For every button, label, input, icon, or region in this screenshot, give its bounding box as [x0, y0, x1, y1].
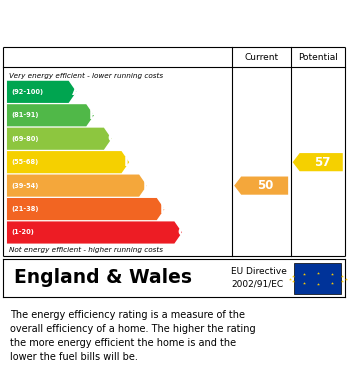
- FancyBboxPatch shape: [294, 263, 341, 294]
- Text: G: G: [177, 226, 188, 239]
- Text: 57: 57: [314, 156, 330, 169]
- Text: (81-91): (81-91): [11, 112, 39, 118]
- Polygon shape: [7, 174, 147, 197]
- Polygon shape: [234, 176, 288, 195]
- Text: (39-54): (39-54): [11, 183, 39, 188]
- Text: Very energy efficient - lower running costs: Very energy efficient - lower running co…: [9, 73, 163, 79]
- Text: Potential: Potential: [298, 53, 338, 62]
- Text: 50: 50: [257, 179, 274, 192]
- Text: (69-80): (69-80): [11, 136, 39, 142]
- Polygon shape: [7, 127, 112, 150]
- Polygon shape: [7, 198, 164, 220]
- Text: (21-38): (21-38): [11, 206, 39, 212]
- Text: Not energy efficient - higher running costs: Not energy efficient - higher running co…: [9, 247, 163, 253]
- Text: F: F: [160, 203, 169, 215]
- Text: B: B: [89, 109, 99, 122]
- Polygon shape: [7, 221, 182, 244]
- Text: D: D: [124, 156, 135, 169]
- Text: England & Wales: England & Wales: [14, 268, 192, 287]
- Text: Current: Current: [245, 53, 279, 62]
- Polygon shape: [7, 151, 129, 173]
- Text: (92-100): (92-100): [11, 89, 43, 95]
- Text: C: C: [107, 132, 117, 145]
- Text: (55-68): (55-68): [11, 159, 38, 165]
- Text: EU Directive
2002/91/EC: EU Directive 2002/91/EC: [231, 267, 287, 288]
- Polygon shape: [7, 104, 94, 126]
- Text: A: A: [72, 85, 82, 99]
- Text: Energy Efficiency Rating: Energy Efficiency Rating: [9, 16, 230, 31]
- Text: The energy efficiency rating is a measure of the
overall efficiency of a home. T: The energy efficiency rating is a measur…: [10, 310, 256, 362]
- Text: (1-20): (1-20): [11, 230, 34, 235]
- Text: E: E: [143, 179, 152, 192]
- Polygon shape: [7, 81, 76, 103]
- Polygon shape: [293, 153, 343, 171]
